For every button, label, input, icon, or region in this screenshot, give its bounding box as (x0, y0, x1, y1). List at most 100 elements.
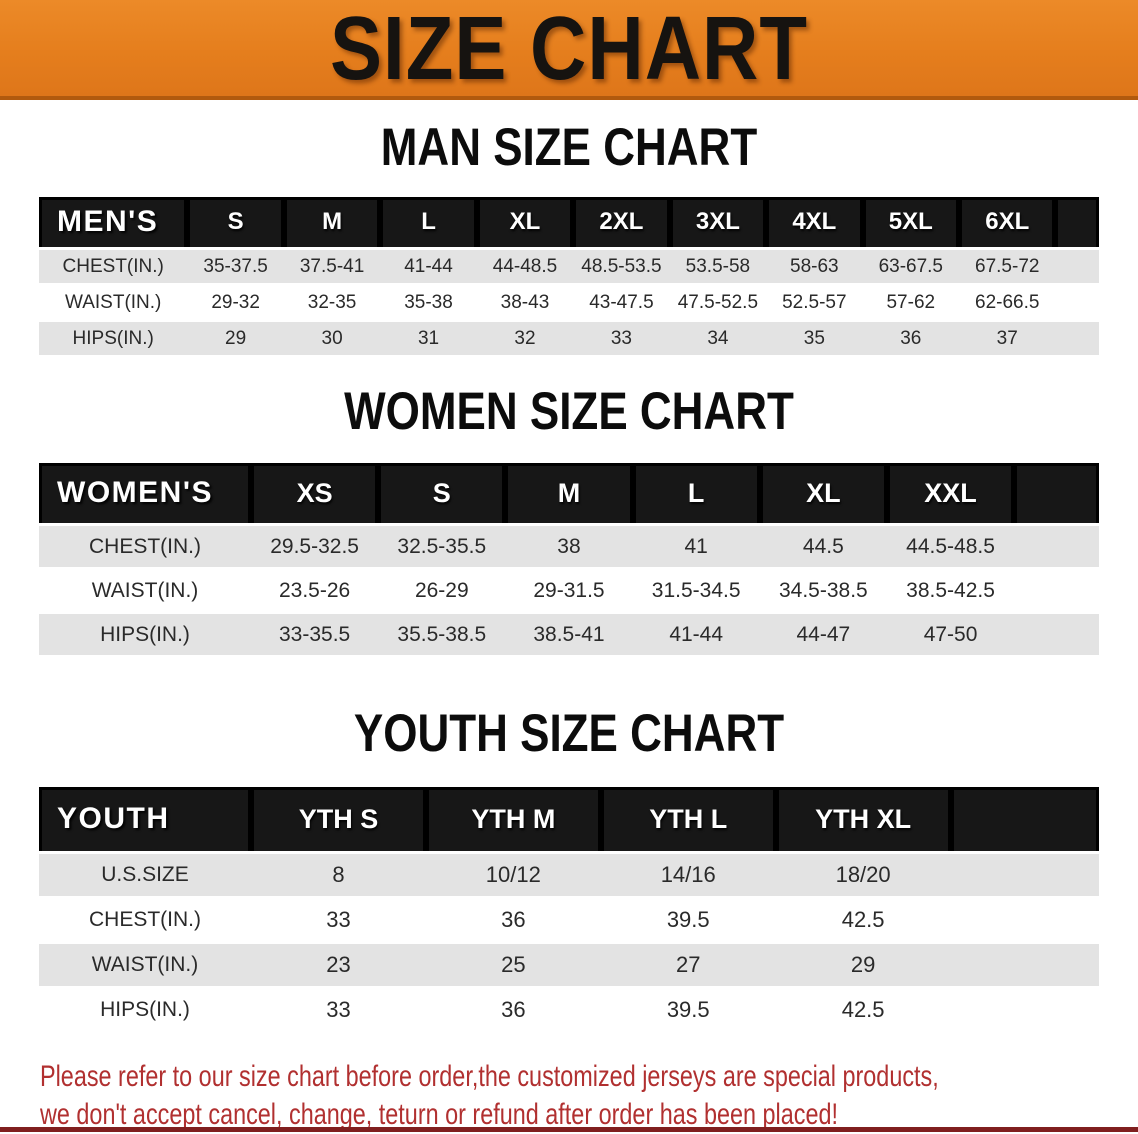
header-spacer (950, 787, 1099, 851)
column-header: S (187, 197, 284, 247)
size-cell: 38-43 (476, 286, 574, 319)
row-label: WAIST(IN.) (39, 286, 188, 319)
table-row: U.S.SIZE 8 10/12 14/16 18/20 (39, 854, 1099, 896)
notice-line-2: we don't accept cancel, change, teturn o… (40, 1098, 838, 1131)
size-cell: 62-66.5 (959, 286, 1056, 319)
size-cell: 29 (187, 322, 284, 355)
column-header: L (380, 197, 477, 247)
column-header: XL (476, 197, 574, 247)
size-cell: 47-50 (886, 614, 1015, 655)
size-cell: 36 (425, 989, 601, 1031)
size-cell: 36 (425, 899, 601, 941)
row-label: CHEST(IN.) (39, 899, 251, 941)
size-cell: 29-32 (187, 286, 284, 319)
column-header: XS (251, 463, 379, 523)
column-header: 4XL (766, 197, 863, 247)
size-chart-banner: SIZE CHART (0, 0, 1138, 100)
row-label: CHEST(IN.) (39, 250, 188, 283)
size-cell: 44-47 (759, 614, 887, 655)
row-spacer (1055, 250, 1099, 283)
size-cell: 30 (283, 322, 381, 355)
man-size-chart-heading-text: MAN SIZE CHART (380, 118, 758, 177)
youth-size-table: YOUTH YTH S YTH M YTH L YTH XL U.S.SIZE 8 10/12… (39, 784, 1099, 1034)
row-label: HIPS(IN.) (39, 322, 188, 355)
row-label: WAIST(IN.) (39, 570, 252, 611)
size-cell: 32.5-35.5 (378, 526, 506, 567)
size-cell: 58-63 (766, 250, 863, 283)
row-spacer (1014, 570, 1099, 611)
size-cell: 48.5-53.5 (573, 250, 670, 283)
size-cell: 23 (251, 944, 426, 986)
bottom-red-bar (0, 1127, 1138, 1132)
size-cell: 38.5-42.5 (886, 570, 1015, 611)
column-header: 5XL (862, 197, 960, 247)
size-cell: 29 (775, 944, 951, 986)
size-cell: 41 (632, 526, 760, 567)
column-header: YTH M (425, 787, 601, 851)
women-table-header: WOMEN'S XS S M L XL XXL (39, 463, 1099, 523)
size-cell: 25 (425, 944, 601, 986)
size-cell: 41-44 (380, 250, 477, 283)
column-header: YTH S (251, 787, 426, 851)
size-chart-title: SIZE CHART (330, 0, 808, 99)
size-cell: 57-62 (862, 286, 960, 319)
size-cell: 8 (251, 854, 426, 896)
row-label: HIPS(IN.) (39, 989, 251, 1031)
size-cell: 32-35 (283, 286, 381, 319)
column-header: M (283, 197, 381, 247)
row-label: CHEST(IN.) (39, 526, 252, 567)
row-spacer (1055, 322, 1099, 355)
column-header: S (378, 463, 506, 523)
size-cell: 32 (476, 322, 574, 355)
header-spacer (1055, 197, 1099, 247)
men-table-body: CHEST(IN.) 35-37.5 37.5-41 41-44 44-48.5 48.5… (39, 250, 1099, 355)
size-cell: 53.5-58 (669, 250, 767, 283)
table-row: CHEST(IN.) 35-37.5 37.5-41 41-44 44-48.5 48.5… (39, 250, 1099, 283)
row-spacer (950, 944, 1099, 986)
size-cell: 41-44 (632, 614, 760, 655)
size-cell: 33 (251, 899, 426, 941)
man-size-chart-heading: MAN SIZE CHART (0, 118, 1138, 181)
header-spacer (1014, 463, 1099, 523)
size-cell: 42.5 (775, 899, 951, 941)
size-cell: 47.5-52.5 (669, 286, 767, 319)
youth-table-header: YOUTH YTH S YTH M YTH L YTH XL (39, 787, 1099, 851)
men-size-chart-section: MAN SIZE CHART MEN'S S M L XL 2XL 3XL 4XL 5XL 6XL… (0, 118, 1138, 358)
size-cell: 26-29 (378, 570, 506, 611)
column-header: XXL (886, 463, 1015, 523)
size-cell: 18/20 (775, 854, 951, 896)
size-cell: 31 (380, 322, 477, 355)
size-cell: 39.5 (600, 899, 776, 941)
size-cell: 35 (766, 322, 863, 355)
size-cell: 35-38 (380, 286, 477, 319)
size-cell: 38 (505, 526, 633, 567)
youth-group-label: YOUTH (39, 787, 251, 851)
size-cell: 37.5-41 (283, 250, 381, 283)
men-size-table: MEN'S S M L XL 2XL 3XL 4XL 5XL 6XL CHEST(IN.) 35-37… (39, 194, 1099, 358)
size-cell: 38.5-41 (505, 614, 633, 655)
youth-table-body: U.S.SIZE 8 10/12 14/16 18/20 CHEST(IN.) 33 36 39… (39, 854, 1099, 1031)
row-spacer (1014, 614, 1099, 655)
column-header: YTH XL (775, 787, 951, 851)
women-size-chart-section: WOMEN SIZE CHART WOMEN'S XS S M L XL XXL CHEST(… (0, 382, 1138, 658)
table-row: WAIST(IN.) 23 25 27 29 (39, 944, 1099, 986)
size-cell: 52.5-57 (766, 286, 863, 319)
women-size-table: WOMEN'S XS S M L XL XXL CHEST(IN.) 29.5-32.5 32.5… (39, 460, 1099, 658)
row-spacer (1055, 286, 1099, 319)
row-spacer (950, 989, 1099, 1031)
column-header: 2XL (573, 197, 670, 247)
size-cell: 37 (959, 322, 1056, 355)
column-header: M (505, 463, 633, 523)
women-size-chart-heading-text: WOMEN SIZE CHART (344, 382, 794, 441)
row-spacer (950, 899, 1099, 941)
youth-size-chart-heading-text: YOUTH SIZE CHART (353, 704, 785, 763)
size-cell: 31.5-34.5 (632, 570, 760, 611)
size-cell: 44-48.5 (476, 250, 574, 283)
table-row: WAIST(IN.) 29-32 32-35 35-38 38-43 43-47.5 47.… (39, 286, 1099, 319)
row-label: U.S.SIZE (39, 854, 251, 896)
row-spacer (1014, 526, 1099, 567)
size-cell: 35-37.5 (187, 250, 284, 283)
table-row: HIPS(IN.) 33 36 39.5 42.5 (39, 989, 1099, 1031)
size-cell: 44.5-48.5 (886, 526, 1015, 567)
size-cell: 44.5 (759, 526, 887, 567)
